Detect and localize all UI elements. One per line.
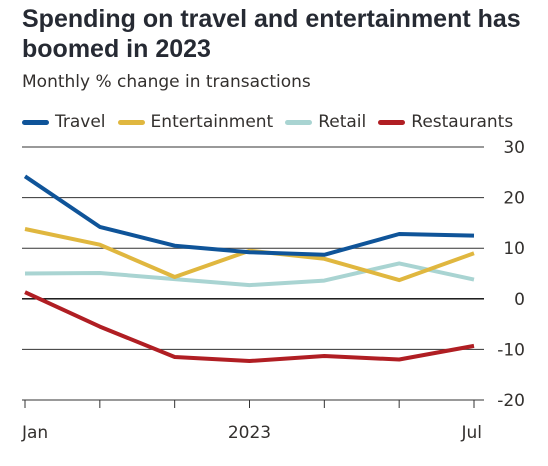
legend-item-restaurants: Restaurants — [378, 112, 513, 132]
chart-subtitle: Monthly % change in transactions — [22, 72, 311, 92]
legend-label-retail: Retail — [318, 112, 367, 132]
legend-label-entertainment: Entertainment — [150, 112, 274, 132]
series-line-restaurants — [24, 290, 475, 363]
chart-title: Spending on travel and entertainment has… — [22, 5, 521, 63]
series-line-retail — [24, 261, 475, 288]
legend-item-travel: Travel — [22, 112, 106, 132]
legend-swatch-restaurants — [378, 119, 406, 125]
gridlines — [22, 146, 484, 401]
x-axis: Jan 2023 Jul — [21, 400, 482, 443]
y-tick-label: 0 — [514, 290, 525, 310]
series-lines — [23, 174, 475, 363]
y-tick-label: 30 — [503, 138, 525, 158]
y-tick-label: -10 — [497, 340, 525, 360]
y-tick-label: -20 — [497, 391, 525, 411]
legend: Travel Entertainment Retail Restaurants — [22, 112, 513, 132]
legend-item-retail: Retail — [285, 112, 366, 132]
legend-swatch-entertainment — [117, 119, 145, 125]
legend-swatch-travel — [22, 119, 49, 125]
legend-swatch-retail — [285, 119, 313, 125]
x-tick-label: 2023 — [228, 423, 271, 443]
legend-label-restaurants: Restaurants — [411, 112, 514, 132]
x-tick-label: Jan — [21, 423, 48, 443]
series-line-travel — [23, 174, 475, 257]
x-tick-label: Jul — [460, 423, 482, 443]
legend-item-entertainment: Entertainment — [117, 112, 274, 132]
y-tick-label: 10 — [503, 239, 525, 259]
legend-label-travel: Travel — [55, 112, 106, 132]
y-axis: 30 20 10 0 -10 -20 — [497, 138, 525, 411]
y-tick-label: 20 — [503, 189, 525, 209]
